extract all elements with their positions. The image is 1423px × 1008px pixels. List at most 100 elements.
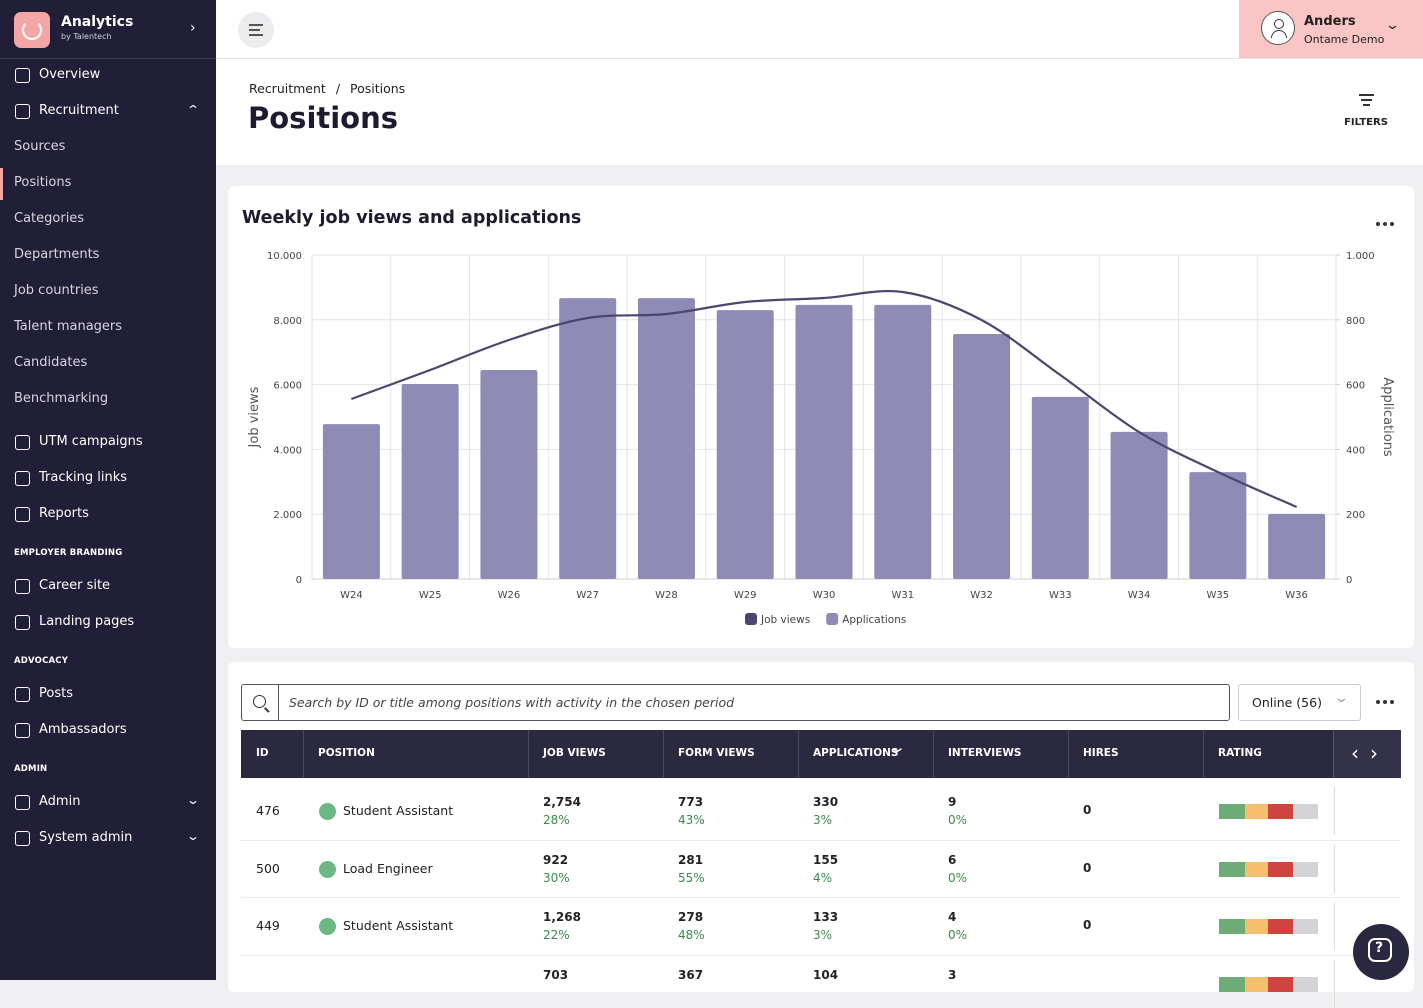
rating-segment: [1245, 976, 1268, 992]
cell-value: 155: [813, 852, 839, 867]
bar: [480, 370, 538, 579]
x-tick-label: W35: [1207, 590, 1230, 601]
column-header[interactable]: POSITION: [318, 747, 375, 759]
column-divider: [1203, 730, 1204, 778]
y-axis-title: Job views: [247, 386, 262, 448]
nav-item[interactable]: Ambassadors: [39, 722, 127, 737]
nav-item[interactable]: Landing pages: [39, 614, 135, 629]
column-header[interactable]: FORM VIEWS: [678, 747, 755, 759]
cell-position[interactable]: Student Assistant: [343, 803, 454, 818]
cell-position[interactable]: Student Assistant: [343, 918, 454, 933]
top-bar: Anders Ontame Demo ⌄: [216, 0, 1423, 59]
column-header[interactable]: JOB VIEWS: [543, 747, 606, 759]
rating-segment: [1245, 919, 1268, 934]
nav-icon: [15, 507, 30, 522]
nav-item[interactable]: Talent managers: [14, 319, 123, 334]
collapse-button[interactable]: ›: [190, 20, 196, 36]
y-tick-label: 6.000: [273, 381, 302, 392]
nav-item[interactable]: Categories: [14, 211, 85, 226]
x-tick-label: W34: [1128, 590, 1151, 601]
cell-value: 9: [948, 795, 957, 809]
x-tick-label: W33: [1049, 590, 1072, 601]
legend-swatch: [745, 613, 757, 625]
cell-id: 500: [256, 860, 280, 876]
column-header[interactable]: INTERVIEWS: [948, 747, 1022, 759]
column-header[interactable]: APPLICATIONS: [813, 747, 899, 759]
nav-item[interactable]: Positions: [14, 175, 72, 190]
x-tick-label: W26: [498, 590, 521, 601]
cell-position[interactable]: Load Engineer: [343, 860, 433, 876]
nav-item[interactable]: Job countries: [14, 283, 99, 298]
cell-share: 55%: [678, 870, 705, 885]
table-more-button[interactable]: [1376, 700, 1396, 706]
nav-item[interactable]: Tracking links: [39, 470, 128, 485]
rating-bar: [1219, 976, 1318, 992]
column-scroll[interactable]: ‹ ›: [1333, 730, 1401, 778]
filters-button[interactable]: FILTERS: [1336, 91, 1396, 131]
column-divider: [303, 730, 304, 778]
nav-icon: [15, 435, 30, 450]
status-dot: [319, 860, 336, 878]
cell-share: 22%: [543, 928, 570, 942]
column-header[interactable]: HIRES: [1083, 747, 1119, 759]
chat-button[interactable]: ?: [1353, 924, 1409, 980]
cell-share: 0%: [948, 928, 968, 942]
brand: Analytics: [61, 14, 134, 30]
nav-item[interactable]: Benchmarking: [14, 391, 109, 406]
cell-hires: 0: [1083, 918, 1092, 932]
chart-title: Weekly job views and applications: [242, 208, 581, 228]
y2-axis-title: Applications: [1380, 377, 1395, 457]
legend-swatch: [826, 613, 839, 625]
column-header[interactable]: RATING: [1218, 747, 1262, 759]
search-box[interactable]: Search by ID or title among positions wi…: [241, 684, 1230, 721]
y2-tick-label: 800: [1346, 316, 1365, 327]
status-dropdown[interactable]: Online (56) ⌄: [1238, 684, 1361, 721]
nav-item[interactable]: Candidates: [14, 355, 88, 370]
cell-share: 28%: [543, 813, 570, 827]
rating-segment: [1293, 861, 1318, 877]
rating-segment: [1293, 976, 1318, 992]
nav-item[interactable]: Reports: [39, 506, 89, 521]
nav-icon: [15, 615, 30, 630]
active-indicator: [0, 168, 3, 200]
rating-segment: [1268, 976, 1293, 992]
column-header[interactable]: ID: [256, 747, 269, 759]
bar: [322, 424, 380, 579]
nav-item[interactable]: Sources: [14, 139, 66, 154]
nav-icon: [15, 579, 30, 594]
y-tick-label: 8.000: [273, 316, 302, 327]
y2-tick-label: 600: [1346, 381, 1365, 392]
cell-share: 3%: [813, 813, 833, 827]
row-divider: [241, 897, 1401, 898]
nav-item[interactable]: Overview: [39, 67, 101, 82]
y-tick-label: 2.000: [273, 510, 302, 521]
user-menu[interactable]: Anders Ontame Demo ⌄: [1239, 0, 1423, 58]
nav-item[interactable]: Departments: [14, 247, 100, 262]
row-scroll-divider: [1334, 959, 1335, 1008]
row-scroll-divider: [1334, 902, 1335, 950]
y2-tick-label: 0: [1346, 575, 1352, 586]
nav-item[interactable]: UTM campaigns: [39, 434, 143, 449]
legend-label: Job views: [760, 614, 810, 626]
scroll-right[interactable]: ›: [1370, 741, 1378, 765]
x-tick-label: W36: [1285, 590, 1308, 601]
cell-share: 0%: [948, 813, 968, 827]
nav-item[interactable]: Posts: [39, 686, 73, 701]
nav-icon: [15, 687, 30, 702]
bar: [953, 334, 1011, 579]
menu-button[interactable]: [238, 12, 274, 48]
nav-heading: ADVOCACY: [14, 656, 69, 666]
logo: [14, 12, 50, 48]
column-divider: [933, 730, 934, 778]
nav-item[interactable]: Career site: [39, 578, 111, 593]
scroll-left[interactable]: ‹: [1351, 741, 1359, 765]
nav-item[interactable]: Admin: [39, 794, 81, 809]
more-button[interactable]: [1376, 222, 1394, 226]
breadcrumb-link[interactable]: Recruitment: [249, 81, 326, 96]
nav-item[interactable]: System admin: [39, 830, 133, 845]
cell-share: 30%: [543, 870, 570, 885]
cell-value: 4: [948, 910, 957, 924]
y2-tick-label: 400: [1346, 445, 1365, 456]
x-tick-label: W30: [813, 590, 836, 601]
nav-item[interactable]: Recruitment: [39, 103, 119, 118]
